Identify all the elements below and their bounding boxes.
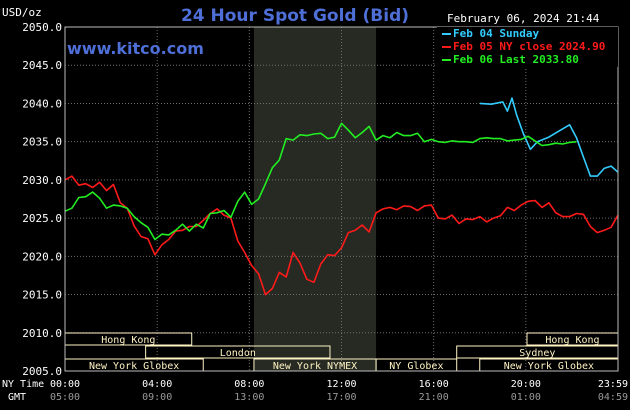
- x-tick-label-ny: 00:00: [50, 379, 80, 390]
- y-tick-label: 2010.0: [22, 327, 62, 340]
- x-tick-label-ny: 23:59: [598, 379, 628, 390]
- x-tick-label-gmt: 13:00: [234, 392, 264, 403]
- session-label: NY Globex: [389, 361, 443, 372]
- y-tick-label: 2015.0: [22, 289, 62, 302]
- x-tick-label-gmt: 17:00: [326, 392, 356, 403]
- x-tick-label-gmt: 01:00: [511, 392, 541, 403]
- y-tick-label: 2045.0: [22, 59, 62, 72]
- y-tick-label: 2050.0: [22, 21, 62, 34]
- x-tick-label-ny: 12:00: [326, 379, 356, 390]
- session-label: Sydney: [519, 348, 555, 359]
- nymex-session-highlight: [253, 27, 377, 371]
- ny-time-label: NY Time: [2, 379, 44, 390]
- chart-title: 24 Hour Spot Gold (Bid): [181, 6, 409, 26]
- y-tick-label: 2035.0: [22, 136, 62, 149]
- series-line: [479, 97, 619, 177]
- session-label: New York Globex: [89, 361, 179, 372]
- plot-border: [64, 26, 619, 372]
- x-tick-label-ny: 20:00: [511, 379, 541, 390]
- session-label: London: [220, 348, 256, 359]
- y-tick-label: 2040.0: [22, 97, 62, 110]
- x-tick-label-gmt: 21:00: [419, 392, 449, 403]
- y-tick-label: 2020.0: [22, 250, 62, 263]
- legend-background: [437, 27, 618, 67]
- y-tick-label: 2025.0: [22, 212, 62, 225]
- legend-entry: Feb 06 Last 2033.80: [453, 53, 579, 66]
- unit-label: USD/oz: [2, 6, 42, 19]
- y-tick-label: 2005.0: [22, 365, 62, 378]
- x-tick-label-gmt: 05:00: [50, 392, 80, 403]
- price-series: [64, 97, 619, 296]
- x-axis-ticks: 00:00 05:00 04:00 09:00 08:00 13:00 12:00 17:00…: [50, 379, 628, 403]
- session-label: Hong Kong: [101, 335, 155, 346]
- x-tick-label-gmt: 09:00: [142, 392, 172, 403]
- y-axis-ticks: 2005.0 2010.0 2015.0 2020.0 2025.0 2030.0 2035…: [22, 21, 62, 378]
- x-tick-label-ny: 08:00: [234, 379, 264, 390]
- legend-entry: Feb 05 NY close 2024.90: [453, 40, 605, 53]
- kitco-brand: www.kitco.com: [67, 39, 204, 58]
- legend-entry: Feb 04 Sunday: [453, 27, 539, 40]
- gmt-label: GMT: [8, 392, 26, 403]
- session-box: [145, 345, 331, 359]
- series-line: [64, 122, 577, 241]
- x-tick-label-ny: 04:00: [142, 379, 172, 390]
- series-line: [64, 175, 619, 296]
- timestamp: February 06, 2024 21:44: [447, 12, 600, 25]
- y-tick-label: 2030.0: [22, 174, 62, 187]
- x-tick-label-gmt: 04:59: [598, 392, 628, 403]
- session-label: Hong Kong: [545, 335, 599, 346]
- x-tick-label-ny: 16:00: [419, 379, 449, 390]
- session-label: New York NYMEX: [273, 361, 357, 372]
- session-label: New York Globex: [504, 361, 594, 372]
